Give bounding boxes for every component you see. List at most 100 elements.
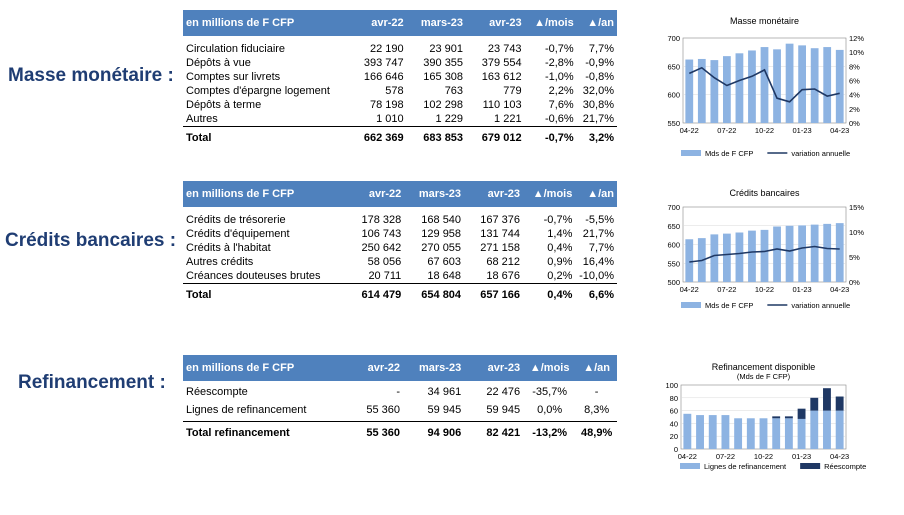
y2-tick-label: 0% bbox=[849, 119, 860, 128]
y2-tick-label: 4% bbox=[849, 91, 860, 100]
bar bbox=[835, 410, 844, 449]
bar bbox=[722, 233, 731, 282]
cell-value: avr-23 bbox=[466, 10, 525, 36]
bar bbox=[710, 234, 719, 282]
cell-value: 0,4% bbox=[522, 283, 576, 306]
cell-value: 679 012 bbox=[466, 126, 525, 149]
bar bbox=[748, 230, 756, 282]
cell-value: 393 747 bbox=[363, 57, 404, 69]
bar bbox=[760, 229, 769, 282]
legend-swatch bbox=[681, 150, 701, 156]
row-label: Dépôts à vue bbox=[186, 57, 251, 69]
table-row: Créances douteuses brutes 20 711 18 648 18 … bbox=[183, 269, 617, 284]
series-line bbox=[688, 66, 840, 103]
cell-value: 8,3% bbox=[584, 404, 610, 416]
cell-value: avr-23 bbox=[464, 355, 524, 381]
section-title-credits: Crédits bancaires : bbox=[5, 230, 177, 251]
cell-value: 23 743 bbox=[487, 43, 522, 55]
cell-value: 21,7% bbox=[582, 113, 614, 125]
cell-value: -2,8% bbox=[544, 57, 574, 69]
y-tick-label: 0 bbox=[674, 445, 678, 454]
legend-label: Lignes de refinancement bbox=[704, 462, 787, 471]
table-row: Autres crédits 58 056 67 603 68 212 0,9% 16,4… bbox=[183, 255, 617, 269]
cell-value: - bbox=[396, 386, 401, 398]
cell-value: ▲/mois bbox=[524, 10, 577, 36]
cell-value: -1,0% bbox=[544, 71, 574, 83]
cell-value: avr-22 bbox=[348, 10, 407, 36]
cell-value: 654 804 bbox=[404, 283, 465, 306]
y-tick-label: 100 bbox=[665, 381, 678, 390]
x-tick-label: 10-22 bbox=[755, 285, 774, 294]
cell-value: -35,7% bbox=[532, 386, 568, 398]
y-tick-label: 650 bbox=[667, 222, 680, 231]
row-label: Total bbox=[183, 283, 346, 306]
bar bbox=[784, 418, 793, 449]
cell-value: 16,4% bbox=[582, 256, 614, 268]
cell-value: 59 945 bbox=[427, 404, 462, 416]
cell-value: ▲/mois bbox=[523, 355, 577, 381]
cell-value: -13,2% bbox=[523, 421, 577, 444]
row-label: Autres crédits bbox=[186, 256, 254, 268]
bar bbox=[734, 418, 743, 449]
cell-value: avr-22 bbox=[344, 355, 404, 381]
x-tick-label: 10-22 bbox=[754, 452, 773, 461]
row-label: Créances douteuses brutes bbox=[186, 270, 321, 282]
cell-value: 106 743 bbox=[361, 228, 402, 240]
cell-value: 1 010 bbox=[376, 113, 404, 125]
legend-swatch bbox=[680, 463, 700, 469]
chart-title: Crédits bancaires bbox=[729, 188, 800, 198]
row-label: Total refinancement bbox=[183, 421, 345, 444]
row-label: Autres bbox=[186, 113, 218, 125]
bar bbox=[835, 49, 844, 123]
cell-value: 20 711 bbox=[368, 270, 402, 282]
bar bbox=[810, 224, 819, 282]
bar bbox=[685, 239, 694, 282]
bar bbox=[798, 45, 807, 123]
bar bbox=[722, 56, 731, 124]
cell-value: 21,7% bbox=[582, 228, 614, 240]
cell-value: 657 166 bbox=[464, 283, 523, 306]
table-row: Circulation fiduciaire 22 190 23 901 23 743… bbox=[183, 42, 617, 56]
y2-tick-label: 0% bbox=[849, 278, 860, 287]
y-tick-label: 500 bbox=[667, 278, 680, 287]
x-tick-label: 07-22 bbox=[716, 452, 735, 461]
cell-value: avr-23 bbox=[464, 181, 523, 207]
bar bbox=[772, 418, 781, 449]
x-tick-label: 07-22 bbox=[717, 126, 736, 135]
x-tick-label: 04-22 bbox=[680, 126, 699, 135]
bar bbox=[823, 47, 832, 123]
bar bbox=[835, 223, 844, 282]
x-tick-label: 10-22 bbox=[755, 126, 774, 135]
cell-value: 0,4% bbox=[547, 242, 573, 254]
series-line bbox=[689, 245, 840, 263]
y-tick-label: 600 bbox=[667, 241, 680, 250]
row-label: en millions de F CFP bbox=[183, 355, 345, 381]
cell-value: -0,8% bbox=[585, 71, 614, 83]
cell-value: -0,7% bbox=[543, 214, 573, 226]
bar bbox=[748, 50, 756, 123]
legend-label: variation annuelle bbox=[791, 149, 850, 158]
cell-value: 379 554 bbox=[481, 57, 522, 69]
y2-tick-label: 8% bbox=[849, 62, 860, 71]
cell-value: 78 198 bbox=[369, 99, 404, 111]
bar bbox=[784, 416, 793, 419]
bar bbox=[835, 396, 844, 411]
legend-label: Réescompte bbox=[824, 462, 866, 471]
credits-chart: Crédits bancaires 500 550 600 650 700 0% 5% 10% 1… bbox=[648, 180, 870, 338]
y-tick-label: 700 bbox=[667, 34, 680, 43]
cell-value: 59 945 bbox=[486, 404, 521, 416]
table-row: Crédits de trésorerie 178 328 168 540 167 3… bbox=[183, 213, 617, 227]
cell-value: 578 bbox=[385, 85, 404, 97]
credits-table: en millions de F CFP avr-22 mars-23 avr-23 ▲… bbox=[183, 181, 617, 306]
cell-value: 683 853 bbox=[406, 126, 467, 149]
row-label: en millions de F CFP bbox=[183, 10, 349, 36]
table-row: Comptes sur livrets 166 646 165 308 163 612… bbox=[183, 70, 617, 84]
cell-value: 2,2% bbox=[548, 85, 574, 97]
cell-value: 0,9% bbox=[547, 256, 573, 268]
cell-value: 131 744 bbox=[480, 228, 520, 240]
cell-value: 18 648 bbox=[427, 270, 462, 282]
legend-label: variation annuelle bbox=[791, 301, 850, 310]
cell-value: 763 bbox=[444, 85, 464, 97]
row-label: Crédits à l'habitat bbox=[186, 242, 271, 254]
y-tick-label: 80 bbox=[670, 394, 678, 403]
